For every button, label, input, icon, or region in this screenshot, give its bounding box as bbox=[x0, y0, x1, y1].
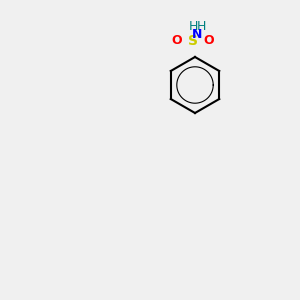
Text: S: S bbox=[188, 34, 198, 48]
Text: O: O bbox=[204, 34, 214, 47]
Text: H: H bbox=[196, 20, 206, 34]
Text: O: O bbox=[172, 34, 182, 47]
Text: H: H bbox=[188, 20, 198, 34]
Text: N: N bbox=[192, 28, 202, 40]
